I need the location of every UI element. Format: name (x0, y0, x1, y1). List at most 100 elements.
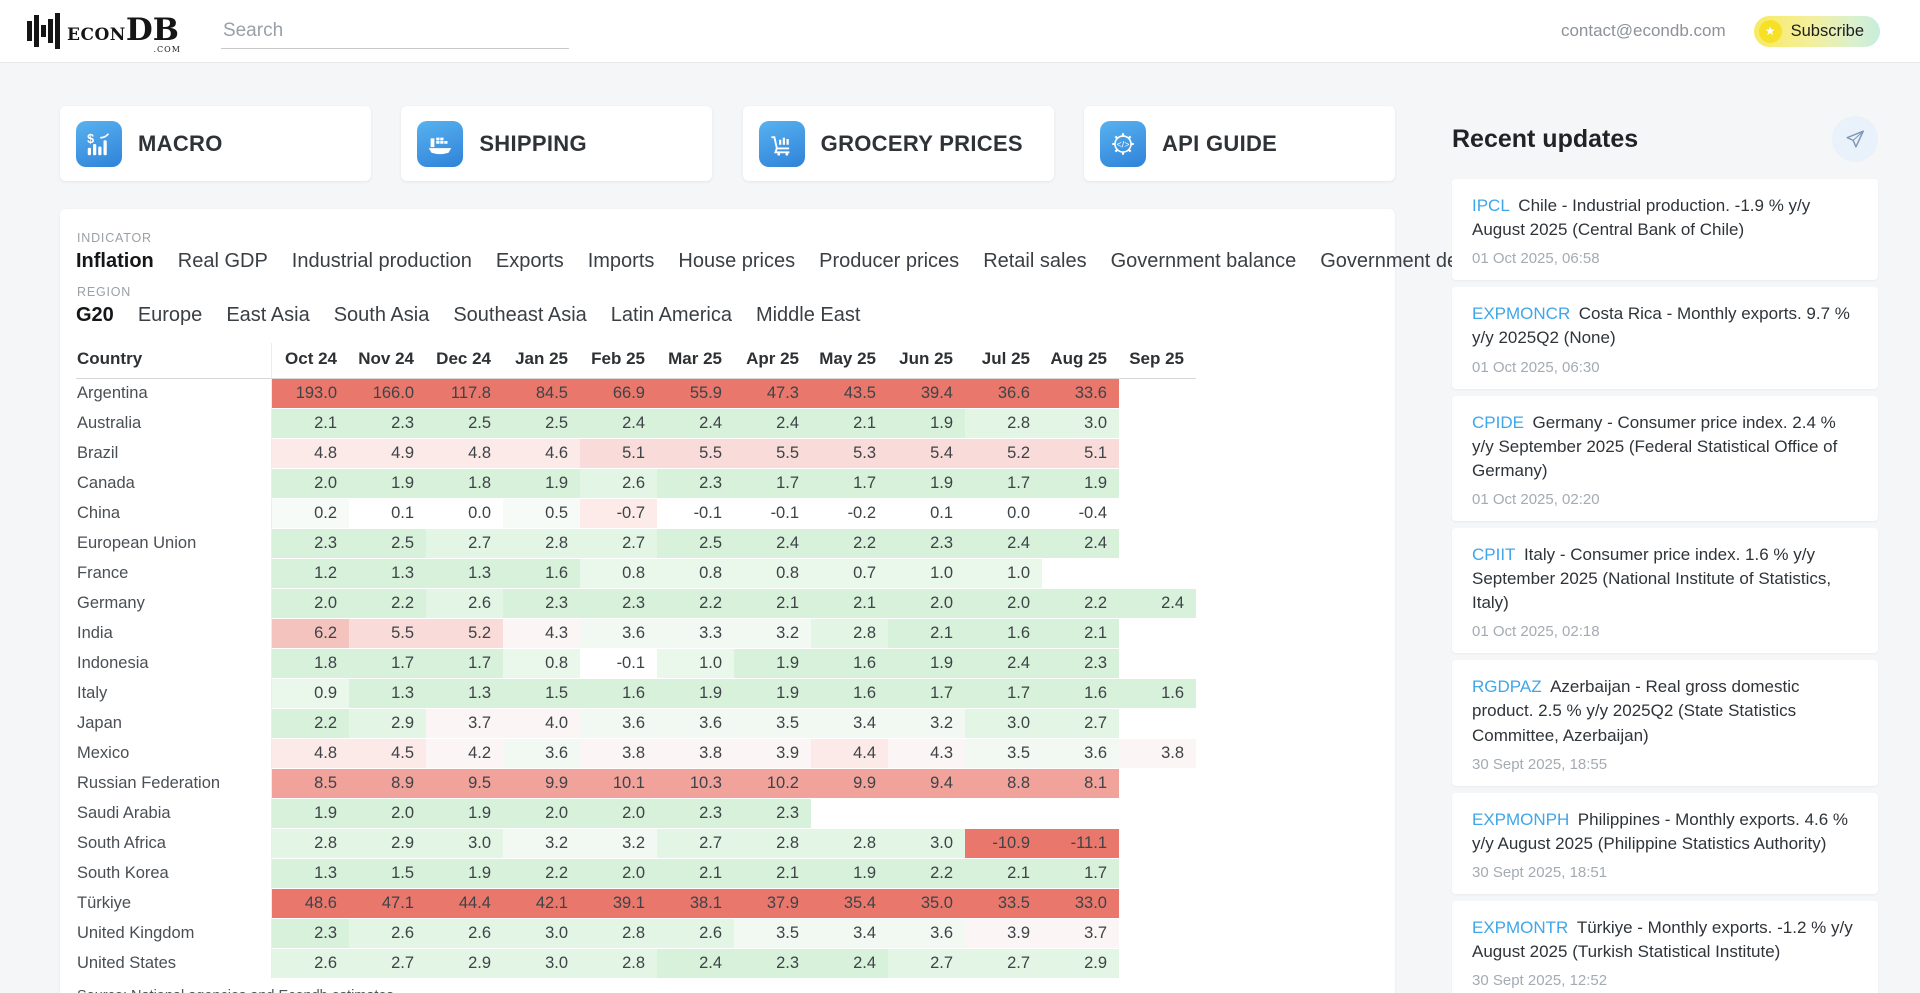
content: $ MACRO SHIPPING GROCERY PRICES </> API GUIDE… (0, 63, 1920, 993)
indicator-tab-industrial-production[interactable]: Industrial production (291, 250, 472, 272)
heat-cell: 2.7 (349, 949, 426, 979)
heat-cell: 1.3 (426, 679, 503, 709)
heat-cell: 2.4 (657, 949, 734, 979)
indicator-tab-government-debt[interactable]: Government debt (1320, 250, 1475, 272)
heat-cell: 2.3 (272, 919, 349, 949)
update-item-cpiit[interactable]: CPIIT Italy - Consumer price index. 1.6 … (1452, 527, 1878, 654)
heat-cell: 36.6 (965, 379, 1042, 409)
country-cell: Türkiye (76, 889, 272, 919)
heat-cell: 2.8 (734, 829, 811, 859)
heat-cell: 3.0 (426, 829, 503, 859)
heat-cell: 0.8 (580, 559, 657, 589)
heat-cell (1119, 559, 1196, 589)
heat-cell: 2.6 (580, 469, 657, 499)
heat-cell: 2.3 (503, 589, 580, 619)
region-tab-g20[interactable]: G20 (76, 304, 114, 326)
table-row-italy: Italy 0.9 1.3 1.3 1.5 1.6 1.9 1.9 1.6 1.7 1.7 1.6 1.… (76, 679, 1196, 709)
update-item-expmontr[interactable]: EXPMONTR Türkiye - Monthly exports. -1.2… (1452, 900, 1878, 993)
subscribe-button[interactable]: ★ Subscribe (1753, 15, 1880, 47)
heat-cell: 1.3 (272, 859, 349, 889)
region-tab-south-asia[interactable]: South Asia (333, 304, 430, 326)
logo-com: .COM (153, 45, 181, 54)
heat-cell: 2.4 (965, 529, 1042, 559)
heat-cell: 1.9 (888, 649, 965, 679)
update-item-expmoncr[interactable]: EXPMONCR Costa Rica - Monthly exports. 9… (1452, 287, 1878, 389)
table-row-european-union: European Union 2.3 2.5 2.7 2.8 2.7 2.5 2.4 2.2 2.… (76, 529, 1196, 559)
heat-cell: 1.9 (1042, 469, 1119, 499)
column-header-may-25: May 25 (811, 343, 888, 379)
indicator-tab-imports[interactable]: Imports (587, 250, 655, 272)
table-row-t-rkiye: Türkiye 48.6 47.1 44.4 42.1 39.1 38.1 37.9 35.4 3… (76, 889, 1196, 919)
update-code-link[interactable]: CPIDE (1472, 412, 1524, 432)
update-code-link[interactable]: EXPMONPH (1472, 809, 1570, 829)
update-item-expmonph[interactable]: EXPMONPH Philippines - Monthly exports. … (1452, 792, 1878, 894)
contact-email-link[interactable]: contact@econdb.com (1560, 21, 1726, 40)
sidebar-header: Recent updates (1452, 116, 1878, 162)
heat-cell: -0.1 (734, 499, 811, 529)
heat-cell: 2.1 (965, 859, 1042, 889)
update-code-link[interactable]: CPIIT (1472, 544, 1516, 564)
indicator-tab-government-balance[interactable]: Government balance (1110, 250, 1297, 272)
heat-cell: 3.3 (657, 619, 734, 649)
region-tab-latin-america[interactable]: Latin America (610, 304, 732, 326)
heat-cell: 1.9 (888, 409, 965, 439)
heat-cell: 1.0 (657, 649, 734, 679)
heat-cell: 2.3 (349, 409, 426, 439)
nav-card-api-guide[interactable]: </> API GUIDE (1083, 106, 1395, 181)
heat-cell: 9.4 (888, 769, 965, 799)
table-row-south-africa: South Africa 2.8 2.9 3.0 3.2 3.2 2.7 2.8 2.8 3.0-… (76, 829, 1196, 859)
heat-cell: 2.1 (657, 859, 734, 889)
indicator-tab-producer-prices[interactable]: Producer prices (819, 250, 960, 272)
heat-cell: 5.1 (1042, 439, 1119, 469)
heat-cell: 0.9 (272, 679, 349, 709)
search-input[interactable] (220, 13, 569, 49)
update-code-link[interactable]: RGDPAZ (1472, 677, 1542, 697)
econdb-logo[interactable]: ECON DB .COM (27, 11, 181, 54)
indicator-tab-exports[interactable]: Exports (495, 250, 564, 272)
heat-cell: 1.9 (426, 859, 503, 889)
country-cell: Australia (76, 409, 272, 439)
heat-cell: 3.9 (734, 739, 811, 769)
update-item-ipcl[interactable]: IPCL Chile - Industrial production. -1.9… (1452, 179, 1878, 281)
heat-cell: 1.6 (965, 619, 1042, 649)
heat-cell: 1.6 (1042, 679, 1119, 709)
region-tab-europe[interactable]: Europe (137, 304, 203, 326)
heat-cell: 2.7 (426, 529, 503, 559)
indicator-tab-real-gdp[interactable]: Real GDP (177, 250, 268, 272)
region-tab-southeast-asia[interactable]: Southeast Asia (453, 304, 587, 326)
nav-card-macro[interactable]: $ MACRO (60, 106, 371, 181)
update-code-link[interactable]: EXPMONTR (1472, 917, 1569, 937)
heat-cell: 0.8 (734, 559, 811, 589)
heat-cell: 0.2 (272, 499, 349, 529)
heat-cell: 2.2 (888, 859, 965, 889)
logo-db: DB (125, 12, 179, 48)
update-text: Germany - Consumer price index. 2.4 % y/… (1472, 412, 1838, 480)
heat-cell: 55.9 (657, 379, 734, 409)
heat-cell: 0.8 (657, 559, 734, 589)
country-cell: South Korea (76, 859, 272, 889)
nav-card-shipping[interactable]: SHIPPING (401, 106, 713, 181)
paper-plane-icon[interactable] (1832, 116, 1878, 162)
heat-cell: 0.7 (811, 559, 888, 589)
heat-cell: 4.3 (503, 619, 580, 649)
indicator-tab-inflation[interactable]: Inflation (76, 250, 154, 272)
indicator-tab-retail-sales[interactable]: Retail sales (983, 250, 1087, 272)
update-code-link[interactable]: EXPMONCR (1472, 304, 1571, 324)
heat-cell: 4.0 (503, 709, 580, 739)
heat-cell: 42.1 (503, 889, 580, 919)
update-code-link[interactable]: IPCL (1472, 196, 1510, 215)
update-item-cpide[interactable]: CPIDE Germany - Consumer price index. 2.… (1452, 395, 1878, 521)
heat-cell: 1.7 (1042, 859, 1119, 889)
heat-cell: 1.9 (426, 799, 503, 829)
heat-cell: 2.9 (1042, 949, 1119, 979)
heat-cell: 3.8 (580, 739, 657, 769)
region-tab-middle-east[interactable]: Middle East (755, 304, 861, 326)
heat-cell: 2.2 (1042, 589, 1119, 619)
region-tab-east-asia[interactable]: East Asia (226, 304, 310, 326)
update-item-rgdpaz[interactable]: RGDPAZ Azerbaijan - Real gross domestic … (1452, 660, 1878, 786)
region-label: REGION (77, 285, 132, 299)
heat-cell (1042, 559, 1119, 589)
indicator-tab-house-prices[interactable]: House prices (678, 250, 796, 272)
nav-card-grocery-prices[interactable]: GROCERY PRICES (742, 106, 1054, 181)
heat-cell: 2.7 (580, 529, 657, 559)
